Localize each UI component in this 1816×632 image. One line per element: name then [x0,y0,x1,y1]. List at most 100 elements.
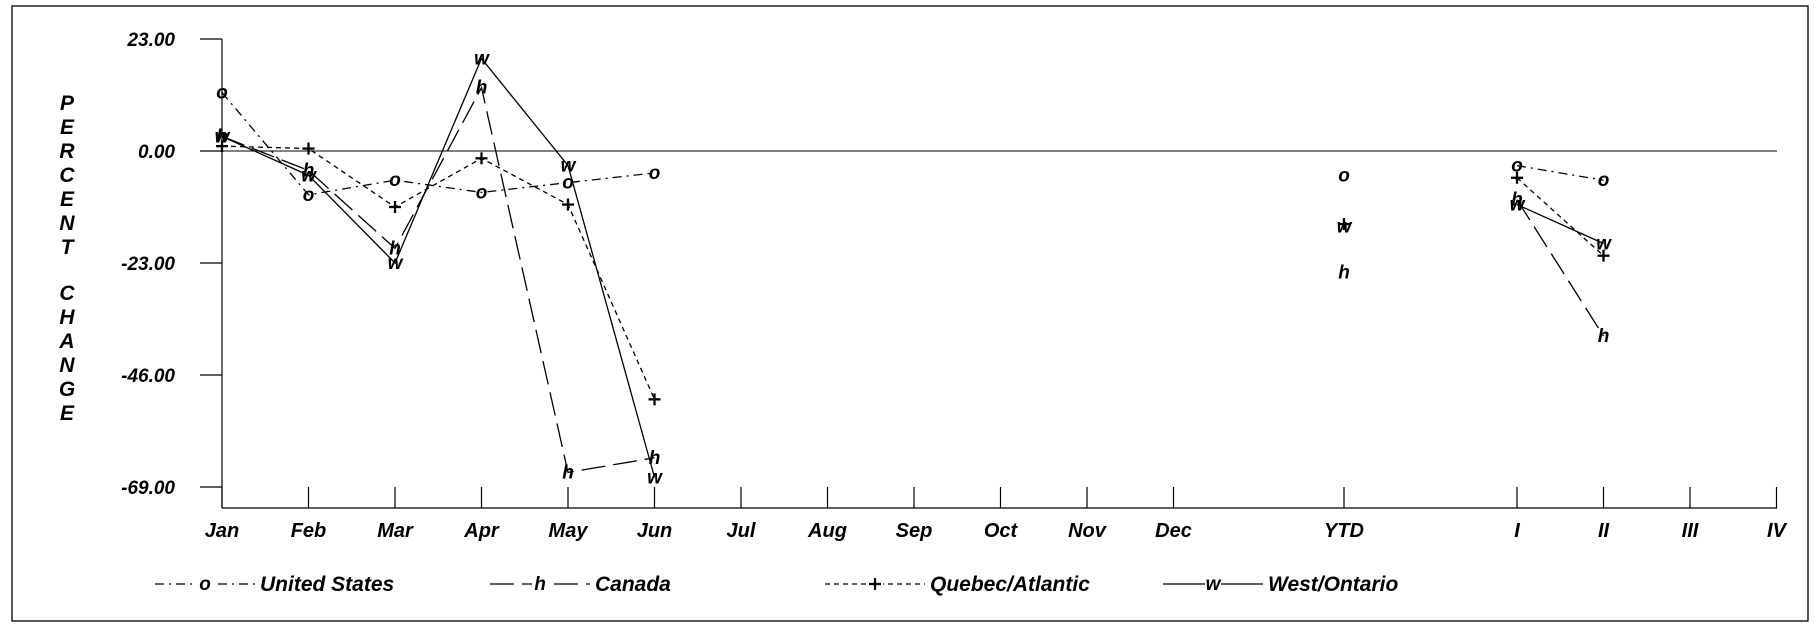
y-axis-label-letter: C [59,164,75,187]
y-tick-label: -23.00 [121,254,175,275]
legend-label: Canada [595,573,671,596]
series-united-states: o o o o o o o o o [216,83,1609,206]
legend-marker: h [534,574,546,595]
legend: o United States h Canada Quebec/Atlantic w Wes… [155,573,1398,596]
y-axis-label-letter: R [59,140,75,163]
series-line-quarterly [1516,199,1605,337]
x-tick-label: Dec [1155,520,1192,542]
data-point [648,393,661,406]
data-point-quarterly: h [1598,326,1610,347]
data-point: o [389,170,401,191]
legend-label: Quebec/Atlantic [930,573,1090,596]
data-point-quarterly: h [1511,190,1523,211]
legend-entry: w West/Ontario [1163,573,1398,596]
series-line-quarterly [1516,203,1604,245]
y-axis-label-letter: N [59,354,75,377]
y-axis-label-letter: T [61,236,76,259]
data-point-ytd: h [1338,263,1350,284]
data-point-quarterly: w [1596,234,1612,255]
y-axis-label-letter: E [60,402,75,425]
x-tick-label: Oct [984,520,1019,542]
series-line [221,85,655,474]
y-tick-label: 23.00 [126,30,175,51]
x-tick-label: III [1682,520,1699,542]
legend-marker: o [199,574,211,595]
series-line [221,92,655,196]
y-axis-label-letter: H [59,306,75,329]
data-point: w [215,126,231,147]
series-line [221,145,656,400]
y-axis-label-letter: E [60,188,75,211]
series-line [221,57,656,478]
chart-border [11,5,1809,622]
x-tick-label: Aug [807,520,847,542]
y-axis-label-letter: N [59,212,75,235]
x-tick-label: YTD [1324,520,1364,542]
data-point-ytd: o [1338,165,1350,186]
data-point: o [303,185,315,206]
data-point: o [216,83,228,104]
legend-marker: w [1206,574,1222,595]
series-line-quarterly [1516,164,1604,181]
y-axis-label-letter: C [59,282,75,305]
x-tick-label: Sep [896,520,933,542]
x-tick-label: II [1598,520,1610,542]
data-point: h [562,462,574,483]
legend-marker [869,578,881,590]
y-axis-label-letter: A [58,330,74,353]
data-point: o [649,163,661,184]
series-quebec-atlantic [216,140,1610,406]
x-tick-label: I [1514,520,1520,542]
data-point [562,198,574,211]
data-point: w [388,253,404,274]
data-point-quarterly: w [1510,195,1526,216]
data-point [302,142,315,155]
data-point: h [476,78,488,99]
data-point: o [562,173,574,194]
legend-label: United States [260,573,394,596]
x-tick-label: Jun [637,520,673,542]
x-tick-label: Mar [377,520,414,542]
series-west-ontario: w w w w w w w w w [215,48,1613,488]
data-point [389,201,401,213]
data-point: o [476,182,488,203]
data-point: h [389,238,401,259]
legend-entry: Quebec/Atlantic [825,573,1090,596]
y-tick-label: -46.00 [121,366,175,387]
x-tick-label: Jul [727,520,756,542]
data-point-quarterly: o [1511,156,1523,177]
axes: 23.00 0.00 -23.00 -46.00 -69.00 Jan Feb Mar Apr M… [121,30,1787,542]
data-point: w [301,165,317,186]
data-point-quarterly [1511,171,1523,184]
data-point: w [647,467,663,488]
y-tick-label: -69.00 [121,478,175,499]
data-point-quarterly: o [1598,170,1610,191]
y-axis-label-letter: E [60,116,75,139]
data-point: h [649,448,661,469]
data-point [475,152,488,165]
data-point-quarterly [1597,249,1610,262]
y-axis-label-letter: P [60,92,75,115]
x-tick-label: IV [1767,520,1788,542]
legend-entry: h Canada [490,573,671,596]
series-line-quarterly [1516,177,1604,257]
legend-entry: o United States [155,573,394,596]
x-tick-label: Feb [291,520,327,542]
data-point: h [303,160,315,181]
x-tick-label: Apr [463,520,500,542]
data-point: w [474,48,490,69]
data-point [216,140,228,153]
legend-label: West/Ontario [1268,573,1398,596]
x-tick-label: May [549,520,589,542]
data-point-ytd: w [1337,216,1353,237]
data-point: w [561,156,577,177]
x-tick-label: Jan [205,520,239,542]
y-tick-label: 0.00 [138,142,175,163]
data-point-ytd [1338,218,1350,231]
y-axis-label-letter: G [59,378,75,401]
x-tick-label: Nov [1068,520,1108,542]
